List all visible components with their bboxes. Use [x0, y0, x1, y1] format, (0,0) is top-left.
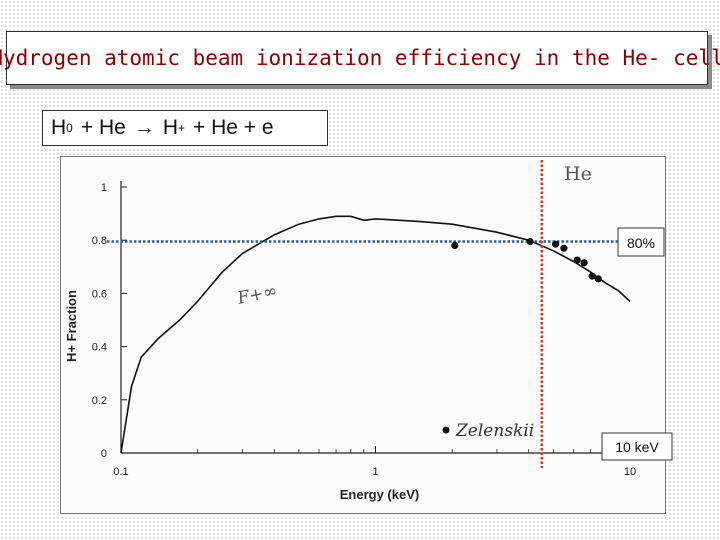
legend-marker	[442, 426, 450, 434]
x-tick-label: 10	[624, 466, 636, 478]
y-tick-label: 1	[101, 182, 107, 194]
data-point	[588, 272, 596, 280]
percent-callout: 80%	[617, 227, 665, 257]
reaction-arrow: →	[133, 116, 155, 139]
points-layer	[451, 237, 602, 283]
data-point	[552, 240, 560, 248]
y-tick-label: 0.4	[92, 342, 107, 354]
slide-title: Hydrogen atomic beam ionization efficien…	[0, 46, 720, 70]
energy-callout-box	[601, 432, 673, 461]
efficiency-curve	[120, 215, 631, 454]
axes-layer	[120, 181, 630, 454]
data-point	[573, 256, 581, 264]
percent-callout-box	[617, 227, 665, 257]
data-point	[560, 244, 568, 252]
y-tick-label: 0.8	[92, 235, 107, 247]
energy-callout: 10 keV	[601, 432, 673, 461]
y-tick-label: 0.6	[92, 288, 107, 300]
curve-label: F+∞	[235, 281, 279, 309]
data-point	[580, 259, 588, 267]
reaction-h-plus: H	[162, 116, 178, 139]
y-tick-label: 0	[101, 448, 107, 460]
percent-label: 80%	[627, 235, 655, 251]
y-tick-label: 0.2	[92, 395, 107, 407]
legend: Zelenskii	[442, 421, 534, 441]
x-tick-label: 0.1	[113, 466, 128, 478]
energy-label: 10 keV	[615, 439, 659, 455]
curve-label-text: F+∞	[235, 281, 279, 309]
he-label: He	[564, 163, 592, 185]
title-box: Hydrogen atomic beam ionization efficien…	[0, 31, 720, 85]
curve-layer	[120, 215, 631, 454]
y-axis-title: H+ Fraction	[64, 290, 79, 362]
data-point	[526, 237, 534, 246]
reference-lines-layer	[107, 160, 622, 468]
reaction-h: H	[51, 116, 67, 139]
legend-label: Zelenskii	[455, 421, 534, 441]
reaction-plus-he: + He	[80, 116, 126, 139]
x-tick-label: 1	[372, 466, 378, 478]
reaction-h-plus-sup: +	[177, 121, 185, 135]
data-point	[594, 275, 602, 283]
data-point	[451, 241, 459, 250]
chart-panel	[60, 156, 666, 514]
reaction-h-sup: 0	[66, 121, 73, 135]
x-axis-title: Energy (keV)	[340, 487, 419, 502]
reaction-rest: + He + e	[193, 116, 274, 139]
ticks-layer: 0 0.2 0.4 0.6 0.8 1 0.1 1 10	[92, 182, 636, 478]
